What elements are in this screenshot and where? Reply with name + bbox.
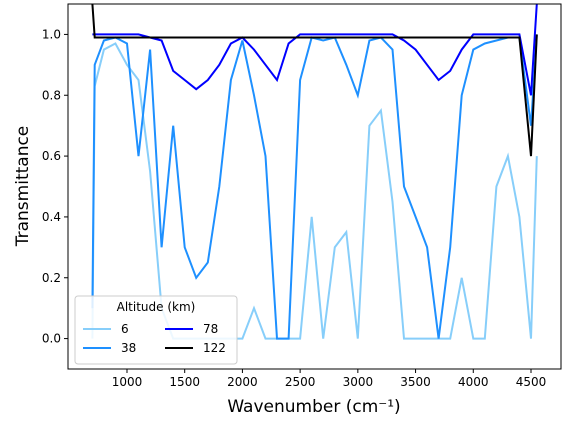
legend-label: 78 bbox=[203, 322, 218, 336]
legend-label: 6 bbox=[121, 322, 129, 336]
series-line bbox=[91, 42, 538, 340]
x-tick-label: 1500 bbox=[169, 375, 200, 389]
x-tick-label: 1000 bbox=[112, 375, 143, 389]
x-axis-label: Wavenumber (cm⁻¹) bbox=[227, 397, 400, 417]
legend-title: Altitude (km) bbox=[117, 300, 196, 314]
legend-box bbox=[74, 295, 238, 365]
legend-label: 122 bbox=[203, 341, 226, 355]
y-tick-label: 0.0 bbox=[42, 332, 61, 346]
series-line bbox=[91, 34, 538, 340]
plot-frame bbox=[67, 3, 562, 370]
x-tick-label: 2500 bbox=[285, 375, 316, 389]
series-line bbox=[92, 4, 538, 96]
y-tick-label: 0.4 bbox=[42, 210, 61, 224]
series-line bbox=[91, 4, 538, 157]
x-tick-label: 4000 bbox=[458, 375, 489, 389]
x-tick-label: 4500 bbox=[516, 375, 547, 389]
y-tick-label: 1.0 bbox=[42, 27, 61, 41]
y-tick-label: 0.8 bbox=[42, 88, 61, 102]
y-tick-label: 0.6 bbox=[42, 149, 61, 163]
y-tick-label: 0.2 bbox=[42, 271, 61, 285]
y-axis-label: Transmittance bbox=[13, 126, 33, 248]
x-tick-label: 3500 bbox=[400, 375, 431, 389]
plot-area bbox=[91, 4, 538, 340]
legend-label: 38 bbox=[121, 341, 136, 355]
x-tick-label: 3000 bbox=[343, 375, 374, 389]
x-tick-label: 2000 bbox=[227, 375, 258, 389]
